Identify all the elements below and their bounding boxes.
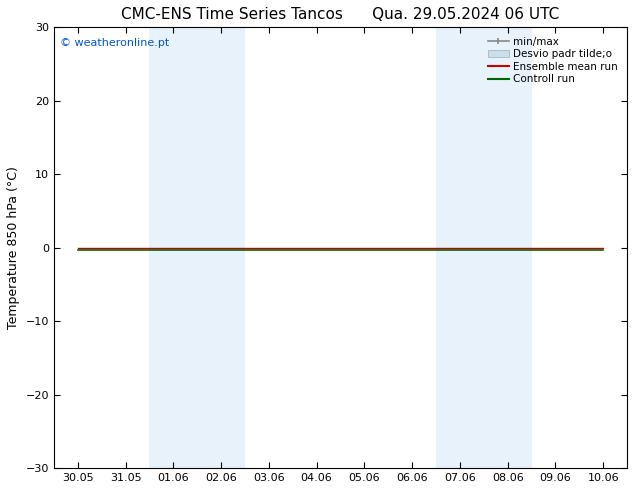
Title: CMC-ENS Time Series Tancos      Qua. 29.05.2024 06 UTC: CMC-ENS Time Series Tancos Qua. 29.05.20… <box>121 7 560 22</box>
Legend: min/max, Desvio padr tilde;o, Ensemble mean run, Controll run: min/max, Desvio padr tilde;o, Ensemble m… <box>484 32 622 89</box>
Bar <box>150 27 245 468</box>
Y-axis label: Temperature 850 hPa (°C): Temperature 850 hPa (°C) <box>7 166 20 329</box>
Bar <box>436 27 531 468</box>
Text: © weatheronline.pt: © weatheronline.pt <box>60 38 169 49</box>
